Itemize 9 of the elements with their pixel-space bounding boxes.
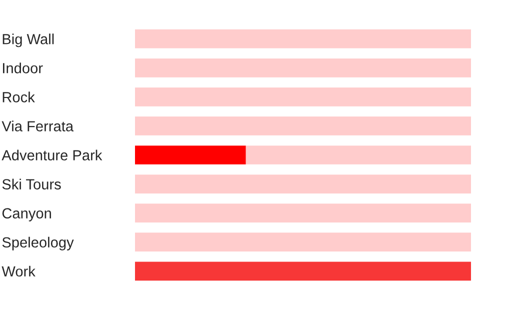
y-tick-label: Indoor	[3, 62, 43, 74]
y-tick-label: Speleology	[2, 236, 74, 250]
y-tick-label: Adventure Park	[2, 150, 102, 160]
y-tick-label: Big Wall	[2, 34, 54, 48]
y-tick-label: Ski Tours	[2, 178, 61, 190]
y-tick-label: Canyon	[2, 208, 51, 222]
y-tick-label: Work	[2, 266, 36, 277]
y-tick-label: Rock	[2, 92, 35, 102]
y-tick-label: Via Ferrata	[2, 120, 74, 132]
